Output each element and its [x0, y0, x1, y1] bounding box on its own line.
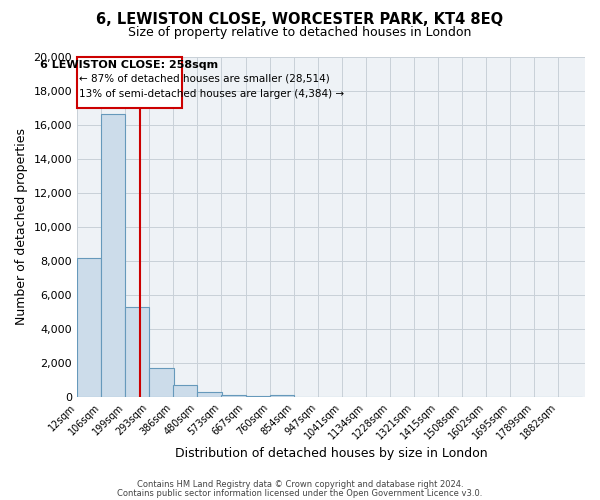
Bar: [149, 368, 173, 398]
Text: 6, LEWISTON CLOSE, WORCESTER PARK, KT4 8EQ: 6, LEWISTON CLOSE, WORCESTER PARK, KT4 8…: [97, 12, 503, 28]
FancyBboxPatch shape: [77, 56, 182, 108]
Bar: [173, 384, 197, 398]
Text: 13% of semi-detached houses are larger (4,384) →: 13% of semi-detached houses are larger (…: [79, 89, 344, 99]
Bar: [125, 307, 149, 398]
Bar: [101, 114, 125, 398]
Text: Contains public sector information licensed under the Open Government Licence v3: Contains public sector information licen…: [118, 488, 482, 498]
Y-axis label: Number of detached properties: Number of detached properties: [15, 128, 28, 326]
Bar: [77, 258, 101, 398]
Text: ← 87% of detached houses are smaller (28,514): ← 87% of detached houses are smaller (28…: [79, 74, 330, 84]
Text: Contains HM Land Registry data © Crown copyright and database right 2024.: Contains HM Land Registry data © Crown c…: [137, 480, 463, 489]
Bar: [197, 392, 221, 398]
Bar: [269, 396, 294, 398]
Bar: [221, 395, 245, 398]
Text: 6 LEWISTON CLOSE: 258sqm: 6 LEWISTON CLOSE: 258sqm: [40, 60, 218, 70]
Bar: [245, 396, 270, 398]
X-axis label: Distribution of detached houses by size in London: Distribution of detached houses by size …: [175, 447, 487, 460]
Text: Size of property relative to detached houses in London: Size of property relative to detached ho…: [128, 26, 472, 39]
